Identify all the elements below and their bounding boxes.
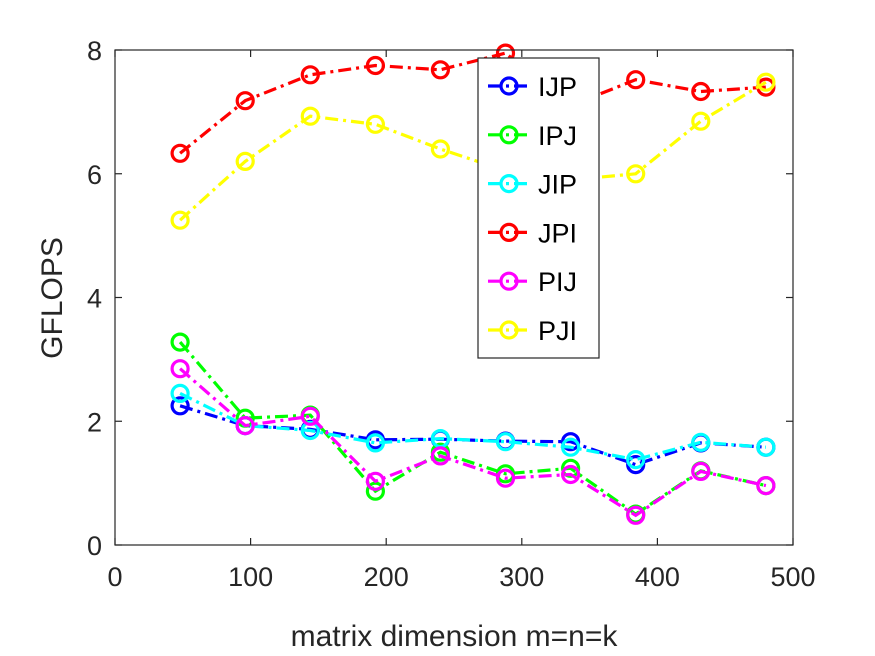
y-tick-label: 2 [87, 407, 102, 437]
y-tick-label: 6 [87, 160, 102, 190]
series-line-ijp [179, 404, 767, 467]
data-point [430, 446, 450, 466]
data-point [170, 396, 190, 416]
data-point [691, 111, 711, 131]
data-point [626, 70, 646, 90]
legend-swatch-marker [499, 222, 519, 242]
data-point [170, 210, 190, 230]
legend-swatch-marker [499, 76, 519, 96]
data-point [560, 437, 581, 457]
data-point [365, 114, 385, 134]
x-tick-label: 300 [499, 562, 544, 592]
legend-swatch-marker [499, 174, 519, 194]
series-line-pij [179, 367, 767, 518]
legend-label: IPJ [538, 121, 577, 151]
series-line-jpi [179, 51, 767, 155]
data-point [300, 65, 320, 85]
legend: IJP IPJ JIP JPI PIJ PJI [477, 57, 600, 359]
data-point [235, 151, 255, 171]
plot-area [115, 50, 793, 545]
legend-label: JPI [538, 218, 577, 248]
legend-label: PIJ [538, 267, 577, 297]
legend-swatch-marker [499, 125, 519, 145]
data-point [365, 481, 385, 501]
data-point [365, 433, 385, 453]
data-point [170, 359, 190, 379]
legend-entry-pji: PJI [488, 316, 577, 346]
legend-entry-jip: JIP [488, 170, 577, 200]
data-point [170, 332, 190, 352]
legend-label: JIP [538, 170, 577, 200]
data-point [691, 81, 711, 102]
legend-box [477, 57, 600, 359]
data-point [430, 139, 450, 159]
data-point [626, 505, 646, 525]
data-point [170, 143, 190, 163]
legend-entry-ipj: IPJ [488, 121, 577, 151]
data-point [691, 461, 711, 481]
data-point [756, 72, 776, 92]
data-point [300, 406, 320, 426]
series-line-jip [179, 391, 767, 462]
x-axis-label: matrix dimension m=n=k [291, 620, 619, 653]
axes-layer: 0 100 200 300 400 500 0 2 4 6 8 [87, 36, 816, 592]
plot-background [115, 50, 793, 545]
data-point [365, 471, 385, 491]
data-point [756, 476, 776, 496]
x-tick-label: 0 [107, 562, 122, 592]
x-tick-label: 200 [364, 562, 409, 592]
legend-swatch-marker [499, 320, 519, 340]
y-tick-label: 0 [87, 531, 102, 561]
legend-swatch-marker [499, 271, 519, 291]
data-point [691, 432, 711, 452]
data-point [626, 450, 646, 470]
x-tick-label: 400 [635, 562, 680, 592]
data-point [170, 383, 190, 403]
data-point [235, 416, 255, 436]
x-tick-label: 100 [228, 562, 273, 592]
data-point [430, 60, 450, 80]
data-point [756, 437, 776, 457]
data-point [560, 464, 581, 485]
y-tick-label: 8 [87, 36, 102, 66]
data-point [235, 91, 255, 111]
legend-entry-pij: PIJ [488, 267, 577, 297]
data-point [495, 432, 516, 452]
data-point [495, 468, 516, 488]
y-axis-label: GFLOPS [36, 237, 69, 359]
data-point [560, 432, 581, 452]
series-pij [170, 359, 776, 525]
y-tick-label: 4 [87, 284, 102, 314]
data-point [300, 106, 320, 126]
legend-label: IJP [538, 72, 577, 102]
legend-entry-jpi: JPI [488, 218, 577, 248]
data-point [365, 55, 385, 76]
legend-entry-ijp: IJP [488, 72, 577, 102]
series-line-ipj [178, 341, 767, 517]
data-point [626, 164, 646, 184]
data-point [300, 420, 320, 441]
x-tick-label: 500 [770, 562, 815, 592]
legend-label: PJI [538, 316, 577, 346]
